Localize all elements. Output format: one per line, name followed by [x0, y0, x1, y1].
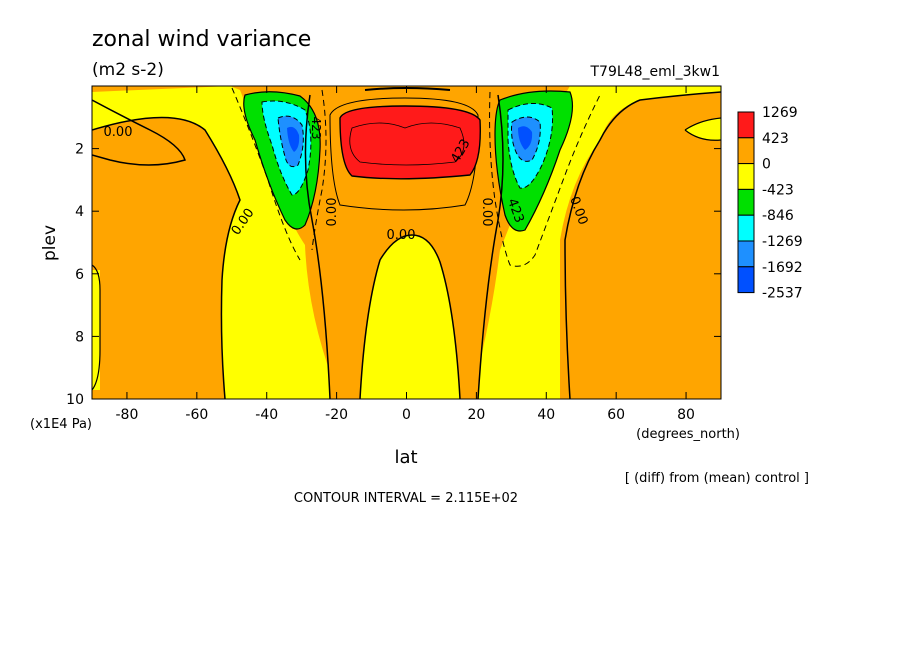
y-tick-label: 8 — [75, 329, 84, 345]
x-axis: -80 -60 -40 -20 0 20 40 60 80 — [116, 86, 695, 423]
contour-red-inner — [349, 122, 465, 166]
contour-center-outer — [329, 97, 479, 211]
contour-zero-right — [564, 91, 721, 399]
x-tick-label: 80 — [677, 407, 695, 423]
contour-zero-nw — [92, 99, 186, 166]
x-tick-label: 40 — [537, 407, 555, 423]
colorbar-label: -2537 — [762, 286, 803, 302]
contour-neg-left-inner — [311, 89, 327, 251]
y-tick-label: 10 — [66, 392, 84, 408]
colorbar-label: 0 — [762, 157, 771, 173]
contour-neg-right — [489, 91, 601, 267]
y-tick-label: 2 — [75, 142, 84, 158]
chart-units: (m2 s-2) — [92, 60, 164, 80]
y-axis: 2 4 6 8 10 — [66, 142, 721, 408]
x-axis-units: (degrees_north) — [636, 427, 740, 442]
y-tick-label: 6 — [75, 267, 84, 283]
colorbar-swatch — [737, 240, 755, 268]
colorbar-label: -846 — [762, 208, 794, 224]
colorbar-label: -1269 — [762, 234, 803, 250]
y-axis-label: plev — [40, 225, 60, 261]
field-yellow-center — [360, 235, 460, 399]
x-tick-label: 60 — [607, 407, 625, 423]
x-axis-label: lat — [394, 447, 417, 468]
contour-neg-left-outer — [231, 87, 301, 261]
colorbar-label: -423 — [762, 182, 794, 198]
y-axis-units: (x1E4 Pa) — [30, 417, 92, 432]
diff-note: [ (diff) from (mean) control ] — [625, 471, 809, 486]
contour-zero-ne — [684, 117, 721, 141]
x-tick-label: -20 — [325, 407, 348, 423]
colorbar-swatch — [737, 266, 755, 294]
contour-label: 423 — [309, 117, 323, 140]
colorbar-swatch — [737, 163, 755, 190]
field-yellow-ne — [685, 118, 721, 141]
colorbar-swatch — [737, 214, 755, 242]
colorbar-label: 423 — [762, 131, 789, 147]
colorbar-swatch — [737, 188, 755, 216]
contour-zero-west-edge — [92, 264, 101, 391]
colorbar-label: 1269 — [762, 105, 798, 121]
colorbar-label: -1692 — [762, 260, 803, 276]
x-tick-label: 20 — [467, 407, 485, 423]
x-tick-label: -60 — [185, 407, 208, 423]
field-deepblue-left — [287, 126, 300, 152]
field-yellow-edge — [92, 270, 100, 390]
field-deepblue-right — [518, 126, 533, 150]
contour-label: 0.00 — [387, 228, 416, 243]
contour-label: 0.00 — [479, 198, 494, 227]
x-tick-label: -80 — [116, 407, 139, 423]
run-name: T79L48_eml_3kw1 — [590, 64, 721, 80]
x-tick-label: -40 — [255, 407, 278, 423]
field-orange-left — [92, 117, 240, 399]
colorbar: 1269 423 0 -423 -846 -1269 -1692 -2537 — [737, 105, 803, 302]
contour-zero-center — [359, 234, 461, 399]
contour-zero-left — [92, 116, 241, 399]
colorbar-swatch — [737, 137, 755, 165]
contour-field: 0.00 0.00 0.00 0.00 0.00 0.00 423 423 42… — [92, 86, 721, 399]
contour-label: 0.00 — [325, 198, 340, 227]
x-tick-label: 0 — [402, 407, 411, 423]
y-tick-label: 4 — [75, 204, 84, 220]
field-yellow-right — [470, 86, 721, 399]
colorbar-swatch — [737, 111, 755, 139]
contour-label: 0.00 — [104, 125, 133, 140]
contour-zero-center-right — [477, 94, 504, 399]
chart-title: zonal wind variance — [92, 27, 311, 52]
contour-interval: CONTOUR INTERVAL = 2.115E+02 — [294, 491, 518, 506]
contour-zero-center-left — [304, 94, 331, 399]
